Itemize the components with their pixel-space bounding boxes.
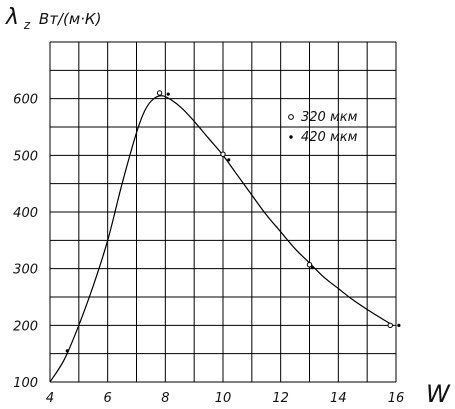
marker-320 — [306, 262, 313, 268]
marker-420 — [310, 265, 314, 270]
legend-label: 320 мкм — [301, 110, 358, 125]
x-tick-label: 4 — [46, 391, 54, 406]
fitted-curve-layer — [49, 95, 394, 383]
fitted-curve — [49, 95, 394, 383]
marker-420 — [397, 323, 401, 327]
marker-320 — [387, 322, 393, 329]
y-tick-label: 400 — [13, 206, 38, 221]
legend-label: 420 мкм — [301, 130, 358, 145]
x-tick-label: 12 — [272, 391, 289, 406]
y-tick-label: 600 — [13, 93, 38, 108]
marker-320 — [156, 90, 163, 96]
y-axis-label: λ z Вт/(м·К) — [5, 5, 101, 33]
grid — [49, 41, 397, 383]
y-axis-units: Вт/(м·К) — [39, 10, 102, 28]
y-tick-labels: 100 200 300 400 500 600 — [13, 93, 38, 391]
marker-420 — [65, 349, 69, 353]
y-tick-label: 200 — [13, 319, 38, 334]
y-axis-subscript: z — [23, 18, 31, 32]
data-markers — [65, 90, 401, 353]
x-tick-label: 10 — [215, 391, 232, 406]
x-tick-labels: 4 6 8 10 12 14 16 — [46, 391, 404, 406]
legend: 320 мкм 420 мкм — [288, 110, 358, 145]
x-tick-label: 14 — [330, 391, 347, 406]
legend-marker-320 — [288, 114, 294, 120]
marker-420 — [227, 158, 231, 162]
x-axis-label: W — [426, 380, 451, 408]
x-tick-label: 16 — [388, 391, 405, 406]
marker-320 — [220, 151, 226, 157]
marker-420 — [166, 92, 170, 96]
y-axis-symbol: λ — [5, 5, 19, 30]
y-tick-label: 500 — [13, 149, 38, 164]
y-tick-label: 100 — [13, 376, 38, 391]
y-tick-label: 300 — [13, 263, 38, 278]
legend-marker-420 — [289, 135, 293, 139]
x-tick-label: 6 — [104, 391, 112, 406]
x-tick-label: 8 — [161, 391, 169, 406]
